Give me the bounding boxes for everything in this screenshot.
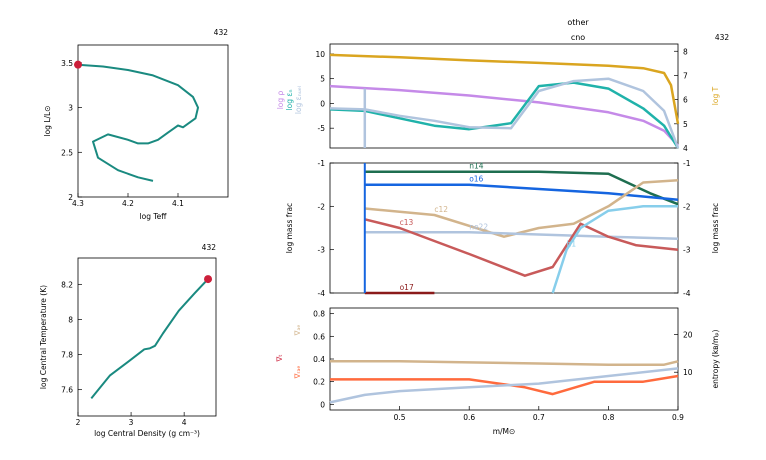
hr-x-tick-label: 4.2 (122, 199, 134, 208)
structure-series-line (329, 53, 680, 125)
abundance-series-label: h1 (567, 240, 577, 249)
abundance-series-label: c12 (434, 205, 448, 214)
abundance-y-tick-label: -2 (318, 202, 326, 211)
structure-y2-tick-label: 6 (683, 96, 688, 105)
abundance-series-label: o16 (469, 175, 483, 184)
structure-y-tick-label: 5 (320, 75, 325, 84)
abundance-y-tick-label: -4 (318, 289, 326, 298)
structure-y-tick-label: -5 (318, 124, 326, 133)
structure-panel-frame (329, 43, 679, 149)
structure-y2-tick-label: 4 (683, 144, 688, 153)
abundance-series-line (364, 218, 679, 277)
abundance-series-label: c13 (400, 218, 414, 227)
central-current-marker (204, 275, 213, 284)
central-track-line (90, 278, 209, 400)
central-panel-frame (77, 257, 217, 417)
gradients-x-tick-label: 0.5 (394, 413, 406, 422)
abundance-panel-frame (329, 162, 679, 294)
gradients-y-axis-label: ∇ᵣₐₑ (293, 365, 302, 379)
hr-y-tick-label: 2.5 (61, 148, 73, 157)
hr-panel-title: 432 (214, 28, 229, 37)
gradients-y2-tick-label: 20 (683, 330, 693, 339)
central-y-axis-label: log Central Temperature (K) (39, 285, 48, 389)
hr-y-axis-label: log L/L⊙ (43, 106, 52, 137)
abundance-series-line (364, 179, 679, 238)
hr-panel-frame (77, 44, 229, 198)
gradients-y-axis-label: ∇ₜ (275, 354, 284, 362)
gradients-x-tick-label: 0.8 (602, 413, 614, 422)
central-y-tick-label: 7.8 (61, 351, 73, 360)
gradients-y-tick-label: 0.8 (313, 310, 325, 319)
abundance-y2-tick-label: -4 (683, 289, 691, 298)
hr-current-marker (74, 60, 82, 69)
hr-y-tick-label: 2 (68, 193, 73, 202)
abundance-series-line (551, 205, 678, 294)
central-x-tick-label: 3 (129, 418, 134, 427)
structure-y2-tick-label: 5 (683, 120, 688, 129)
central-y-tick-label: 8.2 (61, 280, 73, 289)
abundance-series-line (364, 170, 679, 206)
header-cno-text: cno (571, 33, 585, 42)
structure-series-line (329, 77, 680, 149)
abundance-series-label: ne22 (469, 222, 488, 231)
central-x-tick-label: 2 (76, 418, 81, 427)
abundance-y-tick-label: -1 (318, 159, 326, 168)
structure-y-tick-label: 10 (315, 50, 325, 59)
central-y-tick-label: 8 (68, 315, 73, 324)
abundance-y2-axis-label: log mass frac (711, 203, 720, 253)
gradients-series-line (330, 374, 679, 396)
structure-series-line (329, 84, 679, 147)
header-model-number: 432 (715, 33, 730, 42)
gradients-x-axis-label: m/M⊙ (493, 427, 516, 436)
structure-y-tick-label: 0 (320, 99, 325, 108)
structure-y-axis-label: log εₙᵤₑₗ (294, 86, 303, 114)
central-y-tick-label: 7.6 (61, 386, 73, 395)
abundance-y2-tick-label: -1 (683, 159, 691, 168)
gradients-y-axis-label: ∇ₐₑ (293, 324, 302, 336)
hr-x-tick-label: 4.3 (72, 199, 84, 208)
hr-x-tick-label: 4.1 (172, 199, 184, 208)
central-panel-title: 432 (202, 243, 217, 252)
abundance-y2-tick-label: -2 (683, 202, 691, 211)
gradients-y2-tick-label: 10 (683, 368, 693, 377)
structure-y-axis-label: log ρ (276, 90, 285, 109)
gradients-y-tick-label: 0.2 (313, 378, 325, 387)
structure-y2-tick-label: 7 (683, 71, 688, 80)
abundance-series-line (364, 183, 679, 202)
gradients-series-line (330, 360, 679, 366)
hr-track-line (77, 63, 199, 182)
abundance-series-label: o17 (400, 283, 414, 292)
gradients-x-tick-label: 0.6 (463, 413, 475, 422)
abundance-y-tick-label: -3 (318, 246, 326, 255)
structure-y-axis-label: log εₙ (285, 90, 294, 111)
gradients-x-tick-label: 0.9 (672, 413, 684, 422)
hr-y-tick-label: 3 (68, 104, 73, 113)
gradients-y-tick-label: 0.6 (313, 332, 325, 341)
gradients-y-tick-label: 0 (320, 400, 325, 409)
structure-y2-axis-label: log T (711, 86, 720, 105)
header-other-text: other (567, 18, 589, 27)
structure-y2-tick-label: 8 (683, 47, 688, 56)
abundance-series-line (364, 231, 679, 241)
gradients-x-tick-label: 0.7 (533, 413, 545, 422)
gradients-series-line (329, 367, 679, 404)
gradients-y2-axis-label: entropy (kʙ/mₚ) (711, 329, 720, 388)
abundance-series-label: n14 (469, 162, 484, 171)
structure-series-line (329, 81, 680, 149)
hr-y-tick-label: 3.5 (61, 59, 73, 68)
hr-x-axis-label: log Teff (140, 212, 168, 221)
gradients-panel-frame (329, 307, 679, 411)
abundance-y-axis-label: log mass frac (285, 203, 294, 253)
central-x-tick-label: 4 (182, 418, 187, 427)
gradients-y-tick-label: 0.4 (313, 355, 325, 364)
abundance-y2-tick-label: -3 (683, 246, 691, 255)
central-x-axis-label: log Central Density (g cm⁻³) (94, 429, 200, 438)
